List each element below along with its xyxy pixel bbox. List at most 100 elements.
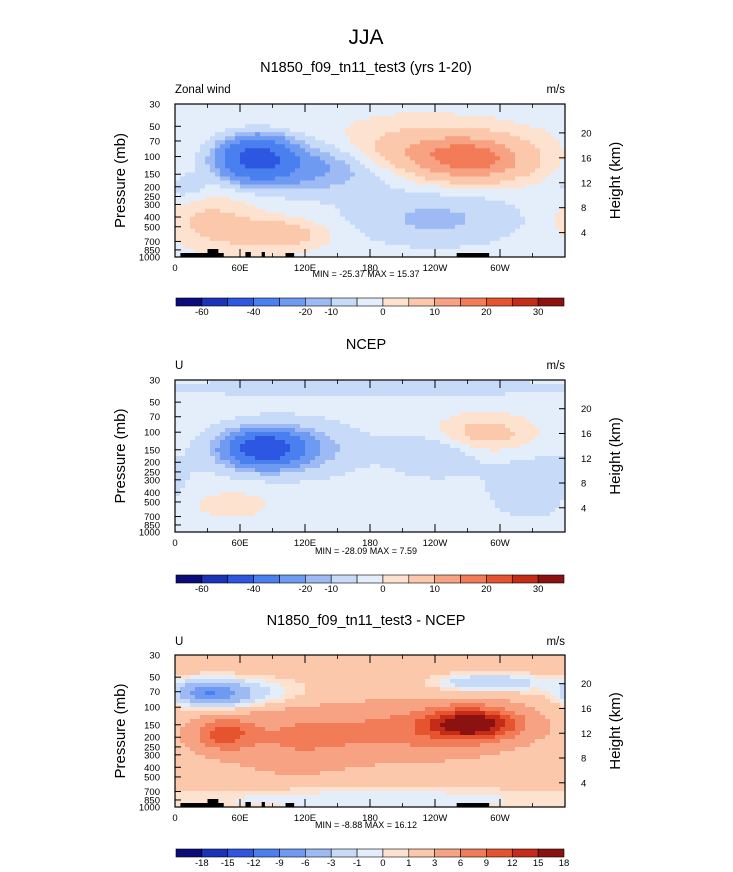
field-cell xyxy=(510,176,516,182)
field-cell xyxy=(550,200,556,206)
field-cell xyxy=(380,432,386,437)
field-cell xyxy=(230,144,236,149)
field-cell xyxy=(505,108,511,113)
field-cell xyxy=(185,436,191,441)
field-cell xyxy=(185,408,191,413)
field-cell xyxy=(190,400,196,405)
field-cell xyxy=(450,160,456,165)
field-cell xyxy=(300,192,306,198)
field-cell xyxy=(555,460,561,465)
field-cell xyxy=(485,440,491,445)
field-cell xyxy=(210,380,216,385)
field-cell xyxy=(490,216,496,222)
colorbar-swatch xyxy=(434,297,461,307)
field-cell xyxy=(555,120,561,125)
field-cell xyxy=(275,228,281,234)
field-cell xyxy=(200,136,206,141)
field-cell xyxy=(240,252,246,258)
field-cell xyxy=(180,208,186,214)
field-cell xyxy=(400,436,406,441)
field-cell xyxy=(380,468,386,473)
field-cell xyxy=(300,124,306,129)
field-cell xyxy=(545,232,551,238)
field-cell xyxy=(245,216,251,222)
field-cell xyxy=(275,200,281,206)
field-cell xyxy=(200,416,206,421)
field-cell xyxy=(425,192,431,198)
field-cell xyxy=(405,112,411,117)
field-cell xyxy=(555,448,561,453)
colorbar-swatch xyxy=(227,297,254,307)
field-cell xyxy=(225,140,231,145)
field-cell xyxy=(195,396,201,401)
field-cell xyxy=(460,160,466,165)
field-cell xyxy=(530,208,536,214)
field-cell xyxy=(490,208,496,214)
field-cell xyxy=(550,164,556,170)
land-mask xyxy=(245,252,251,257)
field-cell xyxy=(375,128,381,133)
field-cell xyxy=(260,232,266,238)
field-cell xyxy=(440,136,446,141)
field-cell xyxy=(435,112,441,117)
field-cell xyxy=(200,244,206,250)
field-cell xyxy=(350,172,356,178)
field-cell xyxy=(215,128,221,133)
field-cell xyxy=(345,164,351,170)
field-cell xyxy=(495,452,501,457)
field-cell xyxy=(555,424,561,429)
field-cell xyxy=(460,444,466,449)
field-cell xyxy=(410,140,416,145)
field-cell xyxy=(275,164,281,170)
field-cell xyxy=(470,132,476,137)
field-cell xyxy=(510,208,516,214)
field-cell xyxy=(560,412,566,417)
field-cell xyxy=(420,452,426,457)
field-cell xyxy=(200,204,206,210)
field-cell xyxy=(375,384,381,389)
field-cell xyxy=(285,396,291,401)
field-cell xyxy=(410,416,416,421)
field-cell xyxy=(265,140,271,145)
field-cell xyxy=(330,188,336,194)
field-cell xyxy=(410,420,416,425)
field-cell xyxy=(355,212,361,218)
field-cell xyxy=(400,460,406,465)
field-cell xyxy=(420,156,426,161)
field-cell xyxy=(470,384,476,389)
field-cell xyxy=(360,384,366,389)
field-cell xyxy=(265,224,271,230)
field-cell xyxy=(485,124,491,129)
field-cell xyxy=(245,108,251,113)
field-cell xyxy=(450,144,456,149)
field-cell xyxy=(535,428,541,433)
field-cell xyxy=(270,196,276,202)
field-cell xyxy=(185,416,191,421)
field-cell xyxy=(310,412,316,417)
field-cell xyxy=(525,144,531,149)
field-cell xyxy=(385,440,391,445)
field-cell xyxy=(320,168,326,174)
field-cell xyxy=(330,456,336,461)
field-cell xyxy=(330,240,336,246)
field-cell xyxy=(250,228,256,234)
field-cell xyxy=(385,160,391,165)
field-cell xyxy=(310,424,316,429)
field-cell xyxy=(190,460,196,465)
field-cell xyxy=(275,240,281,246)
field-cell xyxy=(555,148,561,153)
field-cell xyxy=(530,212,536,218)
field-cell xyxy=(375,104,381,109)
field-cell xyxy=(315,124,321,129)
field-cell xyxy=(305,152,311,157)
field-cell xyxy=(510,116,516,121)
field-cell xyxy=(250,392,256,397)
field-cell xyxy=(295,148,301,153)
field-cell xyxy=(320,232,326,238)
field-cell xyxy=(190,104,196,109)
field-cell xyxy=(440,392,446,397)
field-cell xyxy=(370,244,376,250)
field-cell xyxy=(245,224,251,230)
field-cell xyxy=(340,456,346,461)
field-cell xyxy=(435,192,441,198)
